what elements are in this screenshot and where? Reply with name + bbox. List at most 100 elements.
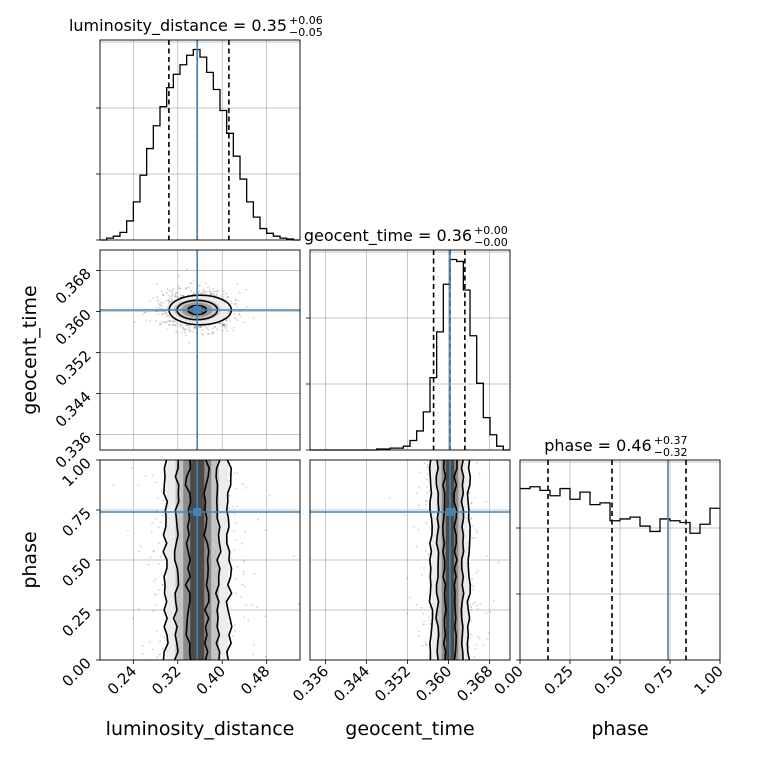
lum-phase-2d-point [264,655,267,658]
lum-phase-2d-point [154,592,156,595]
geo-hist-title-sub: −0.00 [474,236,508,249]
geo-phase-2d-point [476,531,479,533]
lum-geo-2d-point [194,326,197,328]
geo-phase-2d-point [468,645,470,648]
geo-phase-2d-point [470,606,473,609]
geo-phase-2d-point [425,644,428,646]
lum-geo-2d-point [217,289,220,292]
lum-geo-2d-point [186,324,189,327]
lum-geo-2d-point [239,315,242,318]
geo-phase-2d-point [478,472,481,475]
lum-geo-2d-point [157,313,160,316]
lum-phase-2d-point [140,545,143,548]
lum-geo-2d-point [219,322,221,325]
geo-phase-2d-point [492,599,495,602]
geo-phase-2d-point [470,620,472,622]
lum-geo-2d-point [223,325,226,328]
lum-geo-2d-point [209,288,211,291]
lum-phase-2d-point [234,521,237,524]
geo-phase-2d-point [497,561,500,564]
lum-phase-2d-point [150,531,153,533]
lum-geo-2d-point [194,328,197,330]
geo-phase-2d-point [471,537,474,539]
lum-phase-2d-point [228,626,230,629]
xlabel-geocent_time: geocent_time [345,718,474,740]
lum-geo-2d-point [160,305,163,307]
lum-phase-2d-point [131,466,134,469]
lum-geo-2d-point [185,324,188,327]
lum-phase-2d-contour-0-right [225,460,233,660]
lum-geo-2d-point [238,313,241,315]
lum-phase-2d-point [264,529,267,532]
geo-phase-2d-point [426,478,429,481]
geocent_time-xtick-label: 0.336 [289,662,332,705]
lum-geo-2d-point [200,292,203,295]
lum-geo-2d-point [199,325,202,328]
lum-geo-2d-point [221,323,224,325]
geo-phase-2d-point [415,492,418,495]
lum-phase-2d-point [137,608,140,611]
lum-phase-2d-point [154,603,157,606]
lum-phase-2d-point [257,518,260,521]
lum-geo-2d-point [166,288,169,290]
geo-phase-2d-point [485,500,488,503]
lum-phase-2d-point [244,530,246,533]
lum-phase-2d-point [151,522,153,525]
geo-phase-2d-point [471,603,474,605]
lum-phase-2d-point [237,472,239,475]
xlabel-phase: phase [591,718,648,740]
lum-geo-2d-point [213,331,216,334]
lum-geo-2d-point [199,326,202,329]
xlabel-luminosity_distance: luminosity_distance [106,718,295,740]
lum-geo-2d-point [234,302,237,305]
lum-geo-2d-point [184,287,187,290]
lum-phase-2d-point [228,622,231,625]
geo-phase-2d-point [415,604,418,606]
lum-hist-title-sup: +0.06 [289,14,323,27]
lum-phase-2d-point [162,583,164,586]
geo-phase-2d-point [485,554,488,557]
lum-geo-2d-point [165,299,168,302]
lum-geo-2d-point [230,299,232,302]
lum-geo-2d-point [184,328,187,331]
lum-geo-2d-point [168,294,171,297]
lum-geo-2d-point [168,320,171,322]
geo-phase-2d-point [474,647,477,650]
lum-geo-2d-point [193,326,196,329]
lum-phase-2d-point [155,629,158,632]
geo-phase-2d-point [429,623,432,625]
lum-phase-2d-point [241,583,243,586]
lum-phase-2d-point [232,530,235,533]
lum-geo-2d-point [181,294,184,297]
lum-phase-2d-point [247,619,250,622]
lum-geo-2d-point [174,294,177,297]
lum-phase-2d-point [160,490,163,493]
geo-phase-2d-point [474,536,477,539]
lum-phase-2d-point [234,577,237,580]
geo-phase-2d-point [418,630,421,633]
geo-phase-2d-point [471,525,474,527]
lum-geo-2d-point [238,313,241,316]
lum-phase-2d-point [243,616,246,619]
phase-xtick-label: 0.00 [490,662,526,698]
phase-xtick-label: 0.25 [540,662,576,698]
lum-geo-2d-point [229,320,232,323]
lum-geo-2d-point [144,311,147,314]
lum-geo-2d-point [171,298,174,301]
lum-geo-2d-point [223,324,226,326]
lum-phase-2d-point [152,610,155,613]
lum-hist-frame [99,39,301,241]
geo-phase-2d-point [426,486,429,489]
geo-phase-2d-point [426,473,429,476]
lum-geo-2d-point [185,334,187,337]
geo-phase-2d-contour-2-left [441,460,447,660]
phase-ytick-label: 0.50 [58,554,94,590]
lum-geo-2d-point [198,290,201,292]
geo-phase-2d-point [417,635,420,638]
lum-geo-2d-point [171,324,174,326]
lum-geo-2d-point [188,326,191,329]
geo-phase-2d-point [425,522,427,525]
lum-geo-2d-point [213,326,216,328]
lum-phase-2d-point [153,580,156,583]
